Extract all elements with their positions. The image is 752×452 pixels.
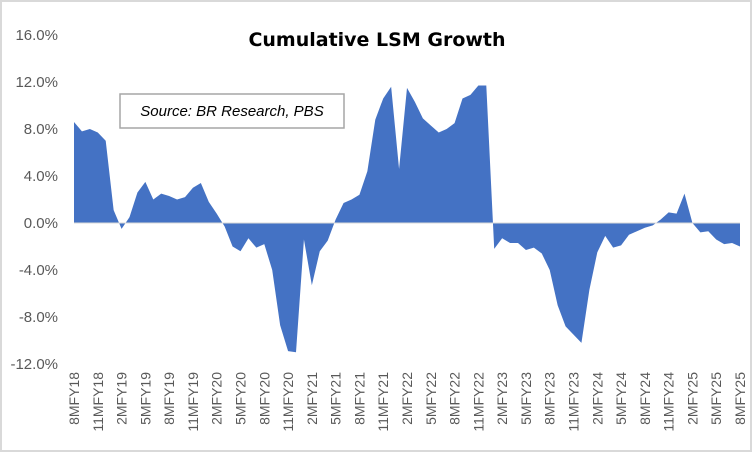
y-tick-label: 8.0%	[24, 121, 58, 138]
x-tick-label: 11MFY22	[470, 372, 486, 432]
y-axis: 16.0% 12.0% 8.0% 4.0% 0.0% -4.0% -8.0% -12.0%	[10, 27, 58, 373]
x-tick-label: 11MFY19	[185, 372, 201, 432]
x-tick-label: 5MFY23	[518, 372, 534, 425]
x-tick-label: 2MFY21	[304, 372, 320, 425]
x-tick-label: 2MFY25	[684, 372, 700, 425]
x-tick-label: 11MFY21	[375, 372, 391, 432]
x-tick-label: 2MFY19	[114, 372, 130, 425]
y-tick-label: -4.0%	[19, 262, 58, 279]
x-tick-label: 5MFY25	[708, 372, 724, 425]
chart-title: Cumulative LSM Growth	[248, 29, 505, 51]
x-tick-label: 8MFY21	[351, 372, 367, 425]
x-tick-label: 11MFY20	[280, 372, 296, 432]
y-tick-label: 16.0%	[15, 27, 58, 44]
x-tick-label: 2MFY23	[494, 372, 510, 425]
y-tick-label: 12.0%	[15, 74, 58, 91]
x-tick-label: 5MFY21	[328, 372, 344, 425]
x-tick-label: 11MFY24	[661, 372, 677, 432]
x-tick-label: 8MFY20	[256, 372, 272, 425]
y-tick-label: -8.0%	[19, 309, 58, 326]
x-tick-label: 8MFY18	[66, 372, 82, 425]
x-tick-label: 5MFY19	[137, 372, 153, 425]
y-tick-label: 4.0%	[24, 168, 58, 185]
x-tick-label: 8MFY25	[732, 372, 748, 425]
source-text: Source: BR Research, PBS	[140, 103, 323, 120]
x-tick-label: 8MFY19	[161, 372, 177, 425]
x-tick-label: 5MFY20	[233, 372, 249, 425]
x-tick-label: 2MFY20	[209, 372, 225, 425]
y-tick-label: 0.0%	[24, 215, 58, 232]
x-tick-label: 2MFY24	[589, 372, 605, 425]
x-tick-label: 5MFY22	[423, 372, 439, 425]
x-tick-label: 8MFY23	[542, 372, 558, 425]
x-tick-label: 8MFY22	[447, 372, 463, 425]
x-tick-label: 8MFY24	[637, 372, 653, 425]
y-tick-label: -12.0%	[10, 356, 58, 373]
x-tick-label: 11MFY18	[90, 372, 106, 432]
area-series	[74, 85, 740, 353]
x-tick-label: 2MFY22	[399, 372, 415, 425]
x-tick-label: 11MFY23	[566, 372, 582, 432]
x-axis: 8MFY18 11MFY18 2MFY19 5MFY19 8MFY19 11MFY19 2M…	[66, 372, 748, 432]
source-annotation: Source: BR Research, PBS	[119, 93, 345, 129]
source-box	[119, 93, 345, 129]
x-tick-label: 5MFY24	[613, 372, 629, 425]
